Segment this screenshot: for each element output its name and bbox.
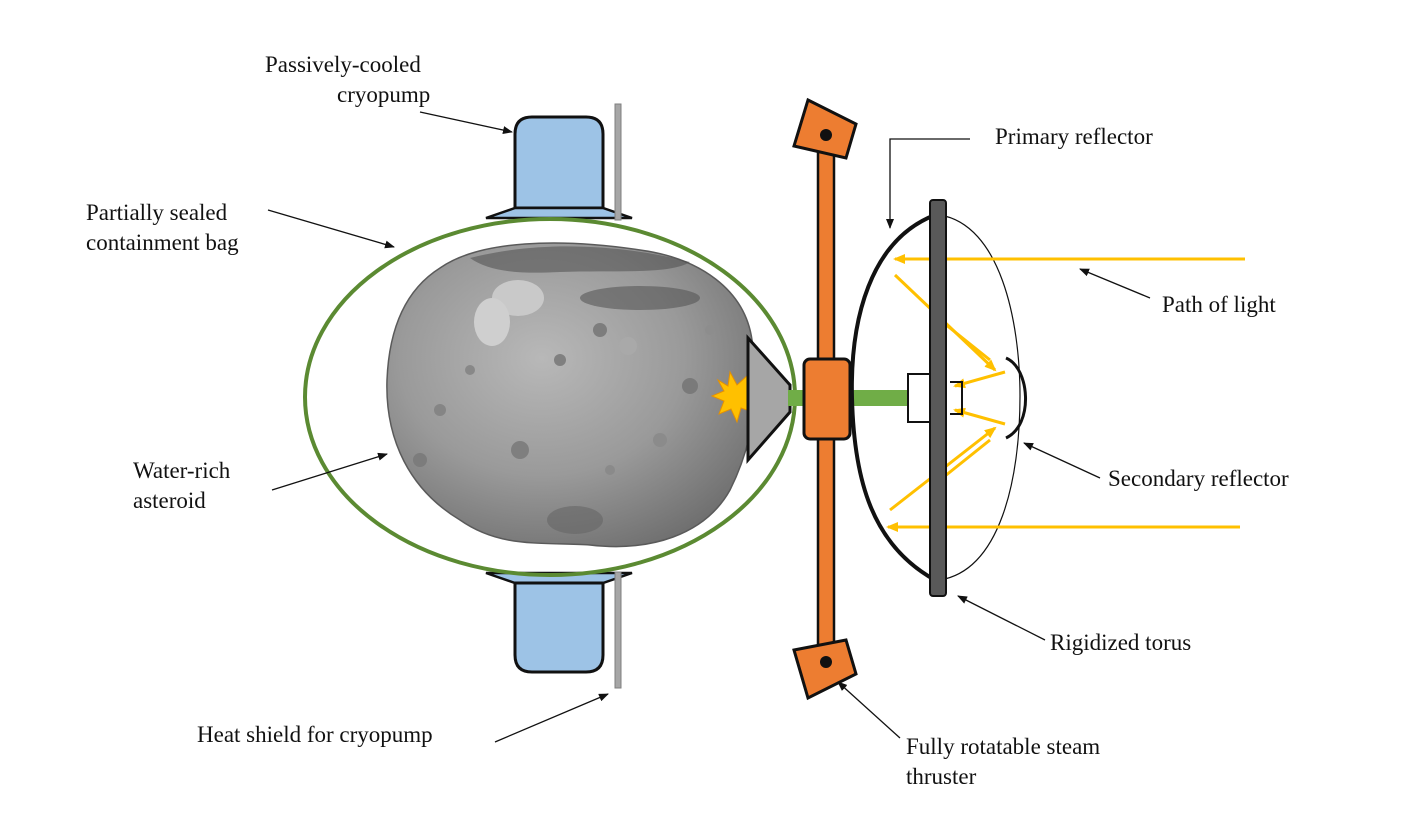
label-thruster-line1: Fully rotatable steam <box>906 734 1101 759</box>
label-asteroid-line1: Water-rich <box>133 458 231 483</box>
heat-shield-bottom <box>614 571 622 689</box>
leader-arrows <box>267 111 1151 743</box>
label-torus-line1: Rigidized torus <box>1050 630 1192 655</box>
label-containment-bag: Partially sealed containment bag <box>86 198 239 258</box>
reflector-outline <box>939 214 1021 581</box>
asteroid <box>386 242 757 548</box>
label-rigidized-torus: Rigidized torus <box>1050 628 1191 658</box>
cryopump-top <box>485 115 633 220</box>
receiver-box <box>907 373 933 423</box>
label-bag-line1: Partially sealed <box>86 200 228 225</box>
label-path-line1: Path of light <box>1162 292 1276 317</box>
label-asteroid-line2: asteroid <box>133 488 206 513</box>
cryopump-bottom <box>485 571 633 674</box>
drill-cone <box>746 334 792 464</box>
label-path-of-light: Path of light <box>1162 290 1276 320</box>
label-primary-reflector: Primary reflector <box>995 122 1153 152</box>
light-paths <box>886 254 1245 532</box>
rigidized-torus <box>929 199 947 597</box>
primary-reflector <box>849 213 936 582</box>
label-thruster-line2: thruster <box>906 764 977 789</box>
label-cryopump-line1: Passively-cooled <box>265 52 421 77</box>
thruster-top <box>792 97 858 160</box>
label-thruster: Fully rotatable steam thruster <box>906 732 1100 792</box>
shaft-right <box>850 390 910 406</box>
secondary-reflector <box>1005 356 1027 440</box>
label-heat-shield-line1: Heat shield for cryopump <box>197 722 433 747</box>
label-bag-line2: containment bag <box>86 230 239 255</box>
shaft-left <box>788 390 806 406</box>
thruster-hub <box>802 357 852 441</box>
thruster-bottom <box>792 638 858 701</box>
label-primary-line1: Primary reflector <box>995 124 1153 149</box>
label-asteroid: Water-rich asteroid <box>133 456 230 516</box>
receiver-bracket <box>950 381 963 415</box>
label-cryopump: Passively-cooled cryopump <box>265 50 430 110</box>
heat-shield-top <box>614 103 622 221</box>
label-secondary-reflector: Secondary reflector <box>1108 464 1289 494</box>
label-cryopump-line2: cryopump <box>337 82 431 107</box>
label-heat-shield: Heat shield for cryopump <box>197 720 433 750</box>
label-secondary-line1: Secondary reflector <box>1108 466 1289 491</box>
